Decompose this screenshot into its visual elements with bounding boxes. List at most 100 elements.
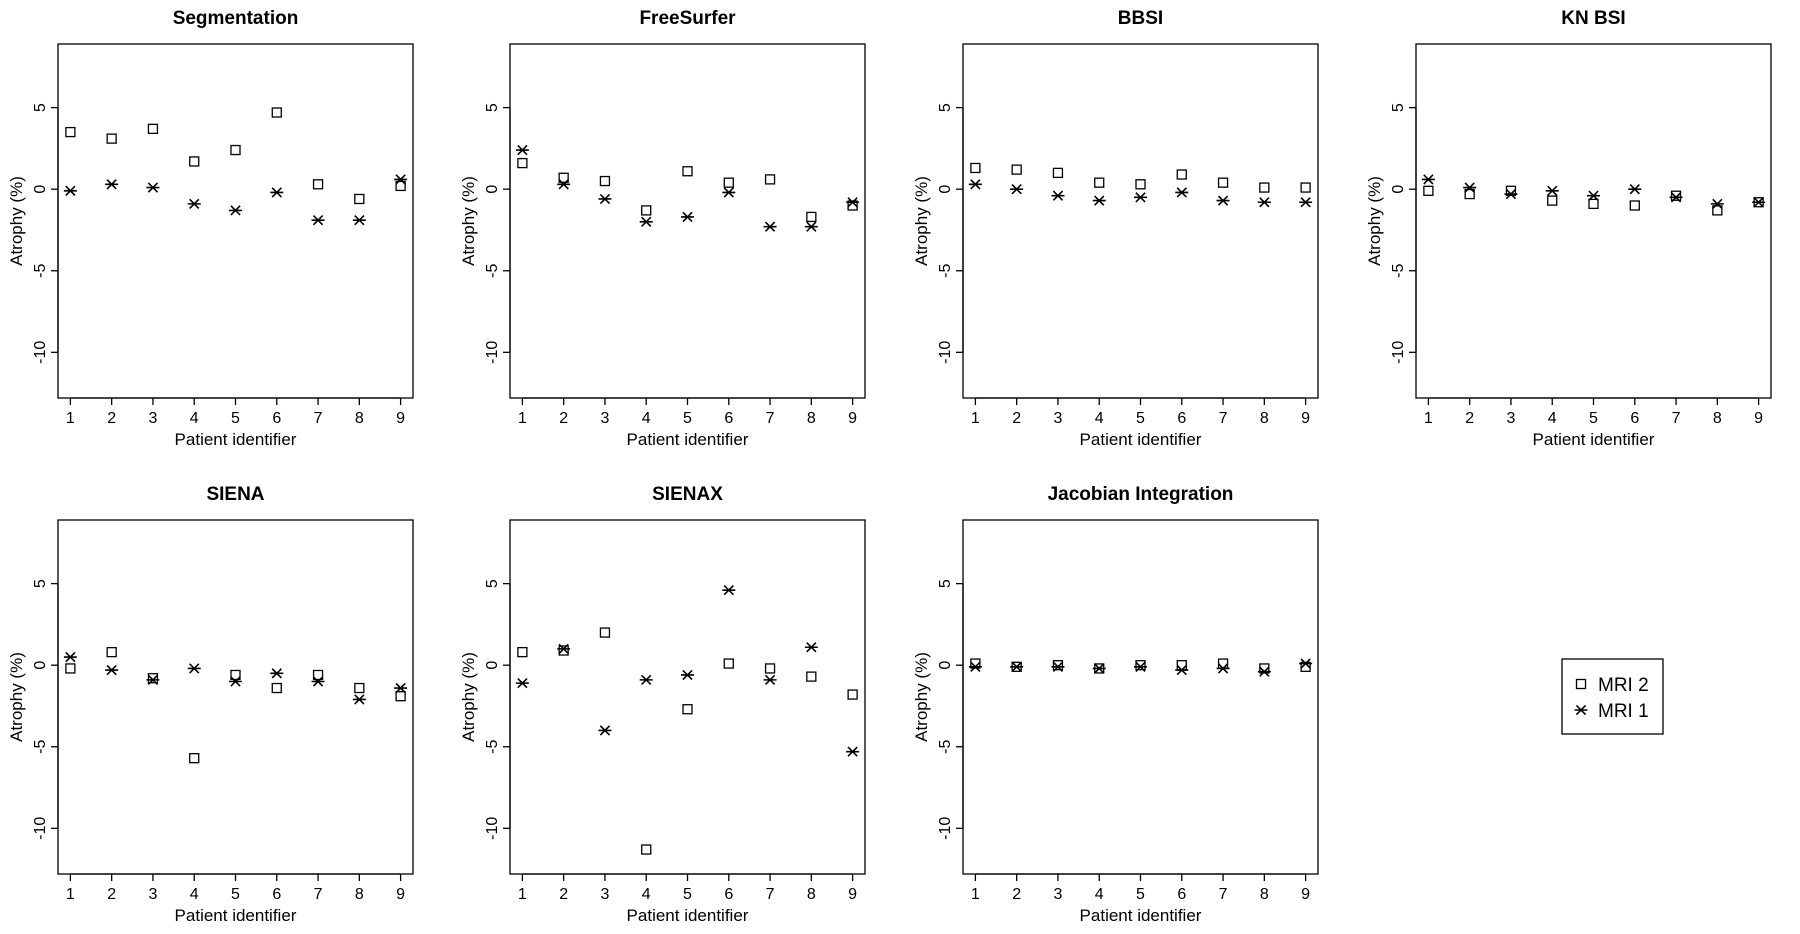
data-point-asterisk [1216, 195, 1230, 206]
data-point-square [1217, 658, 1229, 669]
data-point-asterisk [598, 193, 612, 205]
data-point-square [558, 645, 569, 656]
y-tick-label: 0 [937, 185, 954, 194]
data-point-asterisk [557, 179, 571, 190]
x-tick-label: 8 [807, 410, 816, 427]
data-point-asterisk [1175, 187, 1189, 198]
series-mri-1 [63, 174, 408, 226]
data-point-square [1588, 198, 1599, 210]
data-point-square [1259, 663, 1270, 674]
data-point-square [1259, 182, 1270, 193]
data-point-square [806, 671, 817, 682]
x-tick-label: 6 [724, 886, 733, 903]
x-tick-label: 3 [148, 886, 157, 903]
data-point-asterisk [1669, 192, 1683, 203]
data-point-asterisk [515, 144, 529, 156]
y-tick-label: 5 [484, 103, 501, 112]
series-mri-1 [968, 658, 1313, 677]
data-point-square [723, 177, 734, 188]
series-mri-2 [517, 157, 858, 223]
series-mri-2 [65, 646, 406, 764]
x-axis-label: Patient identifier [1080, 430, 1202, 449]
y-tick-label: -10 [484, 341, 501, 364]
panel-title: FreeSurfer [639, 8, 736, 29]
data-point-square [764, 663, 776, 674]
data-point-square [847, 689, 858, 700]
data-point-asterisk [557, 643, 571, 655]
data-point-square [1094, 177, 1105, 188]
data-point-asterisk [1092, 195, 1106, 206]
data-point-asterisk [394, 682, 408, 694]
data-point-asterisk [270, 187, 284, 198]
data-point-asterisk [1421, 174, 1435, 185]
data-point-square [641, 205, 652, 216]
data-point-asterisk [1175, 664, 1189, 676]
legend-label: MRI 1 [1598, 701, 1649, 722]
x-tick-label: 2 [559, 886, 568, 903]
y-tick-label: 5 [937, 579, 954, 588]
series-mri-1 [63, 651, 408, 705]
x-tick-label: 2 [559, 410, 568, 427]
x-tick-label: 2 [107, 886, 116, 903]
data-point-square [230, 669, 241, 681]
panel-sienax: SIENAX 1 2 3 4 5 6 7 8 9 Patient identifier 5 0 -5 -10… [459, 484, 866, 925]
data-point-asterisk [1752, 197, 1766, 208]
panels-group: Segmentation 1 2 3 4 5 6 7 8 9 Patient identifier 5… [7, 8, 1772, 925]
x-axis-label: Patient identifier [1533, 430, 1655, 449]
x-tick-label: 4 [1095, 410, 1104, 427]
x-tick-label: 1 [66, 410, 75, 427]
y-tick-label: 5 [484, 579, 501, 588]
data-point-square [230, 144, 241, 156]
y-tick-label: 5 [1390, 103, 1407, 112]
legend-label: MRI 2 [1598, 675, 1649, 696]
data-point-asterisk [722, 187, 736, 198]
x-tick-label: 1 [1424, 410, 1433, 427]
panel-title: KN BSI [1561, 8, 1625, 29]
x-tick-label: 6 [272, 410, 281, 427]
data-point-square [1176, 660, 1187, 671]
data-point-asterisk [1010, 184, 1024, 195]
series-mri-2 [517, 627, 858, 855]
data-point-square [1052, 167, 1064, 179]
data-point-square [395, 180, 406, 192]
data-point-asterisk [1092, 663, 1106, 674]
y-tick-label: -5 [1390, 264, 1407, 278]
x-tick-label: 9 [1301, 410, 1310, 427]
x-tick-label: 8 [1713, 410, 1722, 427]
data-point-square [764, 174, 776, 185]
x-tick-label: 5 [1589, 410, 1598, 427]
x-tick-label: 4 [1095, 886, 1104, 903]
data-point-square [1505, 185, 1517, 196]
series-mri-1 [1421, 174, 1766, 210]
panel-freesurfer: FreeSurfer 1 2 3 4 5 6 7 8 9 Patient identifier 5 0 -… [459, 8, 866, 449]
x-tick-label: 9 [1301, 886, 1310, 903]
x-tick-label: 8 [1260, 410, 1269, 427]
data-point-square [1300, 182, 1311, 193]
plot-frame [509, 519, 866, 875]
data-point-asterisk [846, 197, 860, 208]
x-tick-label: 3 [148, 410, 157, 427]
data-point-asterisk [1010, 661, 1024, 672]
data-point-asterisk [1545, 185, 1559, 196]
data-point-square [106, 133, 117, 144]
data-point-asterisk [63, 185, 77, 196]
data-point-square [682, 704, 693, 715]
data-point-square [847, 200, 858, 211]
data-point-asterisk [1587, 190, 1600, 201]
data-point-asterisk [1257, 666, 1271, 677]
x-tick-label: 7 [1219, 410, 1228, 427]
data-point-asterisk [394, 174, 408, 185]
y-tick-label: -10 [937, 341, 954, 364]
x-axis-label: Patient identifier [1080, 906, 1202, 925]
x-tick-label: 7 [766, 886, 775, 903]
data-point-asterisk [1710, 198, 1724, 210]
series-mri-1 [968, 179, 1313, 208]
panel-title: SIENA [206, 484, 264, 505]
data-point-asterisk [639, 674, 653, 686]
x-tick-label: 9 [848, 410, 857, 427]
series-mri-1 [515, 144, 860, 232]
x-tick-label: 8 [807, 886, 816, 903]
data-point-square [599, 175, 611, 187]
data-point-asterisk [1628, 184, 1642, 195]
data-point-asterisk [1051, 661, 1065, 672]
